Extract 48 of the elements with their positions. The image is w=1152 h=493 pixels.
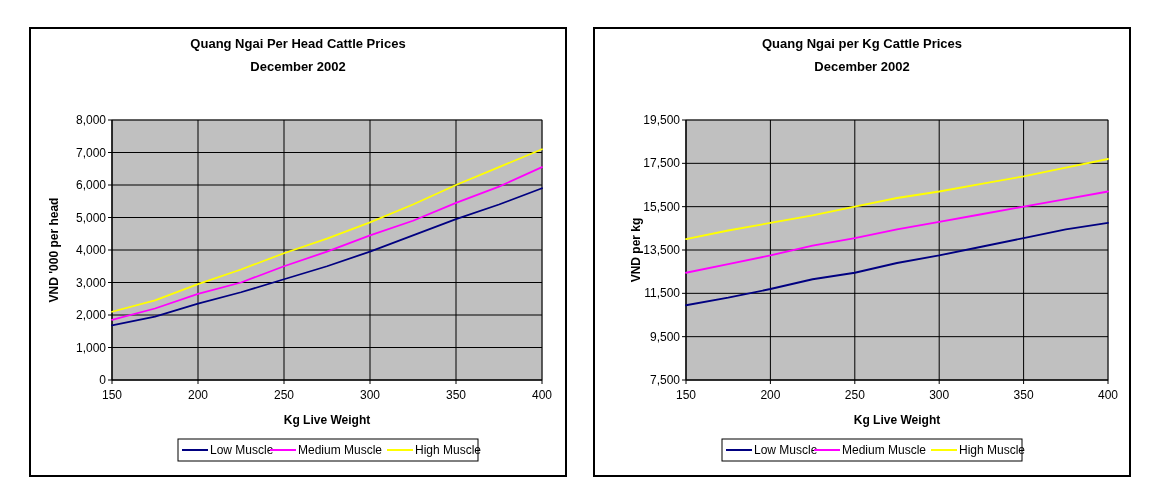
x-tick-label: 300 [359,388,381,402]
x-axis-title: Kg Live Weight [853,413,941,427]
line-series [111,148,543,313]
y-tick-label: 8,000 [75,113,107,127]
x-tick-label: 350 [445,388,467,402]
y-axis-title: VND '000 per head [47,197,61,303]
x-tick-label: 200 [187,388,209,402]
x-tick-label: 150 [101,388,123,402]
x-tick-label: 350 [1013,388,1034,402]
y-axis-title: VND per kg [629,217,643,283]
y-tick-label: 6,000 [75,178,107,192]
x-tick-label: 300 [929,388,950,402]
chart-subtitle: December 2002 [250,59,346,74]
line-series [685,222,1109,307]
legend-label: Low Muscle [210,443,274,457]
legend-label: Medium Muscle [842,443,927,457]
legend-label: Medium Muscle [298,443,383,457]
y-tick-label: 7,000 [75,145,107,160]
legend-label: Low Muscle [754,443,818,457]
x-tick-label: 250 [273,388,295,402]
chart-title: Quang Ngai per Kg Cattle Prices [761,36,963,51]
legend-label: High Muscle [959,443,1026,457]
x-tick-label: 150 [675,388,697,402]
line-series [685,190,1109,274]
y-tick-label: 17,500 [643,156,681,171]
y-tick-label: 13,500 [643,243,681,257]
y-tick-label: 5,000 [75,210,107,225]
x-tick-label: 400 [531,388,553,402]
x-tick-label: 200 [760,388,781,402]
x-tick-label: 250 [844,388,866,402]
y-tick-label: 0 [99,373,107,387]
y-tick-label: 9,500 [649,329,681,344]
line-series [111,187,543,327]
y-tick-label: 1,000 [75,340,107,355]
y-tick-label: 19,500 [643,113,681,127]
legend-label: High Muscle [415,443,482,457]
chart-title: Quang Ngai Per Head Cattle Prices [190,36,406,51]
y-tick-label: 15,500 [643,199,681,214]
y-tick-label: 4,000 [75,243,107,257]
x-axis-title: Kg Live Weight [283,413,371,427]
y-tick-label: 7,500 [649,373,681,387]
line-series [685,158,1109,241]
y-tick-label: 2,000 [75,308,107,322]
line-series [111,166,543,321]
y-tick-label: 11,500 [644,286,681,301]
chart-subtitle: December 2002 [814,59,910,74]
x-tick-label: 400 [1097,388,1119,402]
y-tick-label: 3,000 [75,275,107,290]
